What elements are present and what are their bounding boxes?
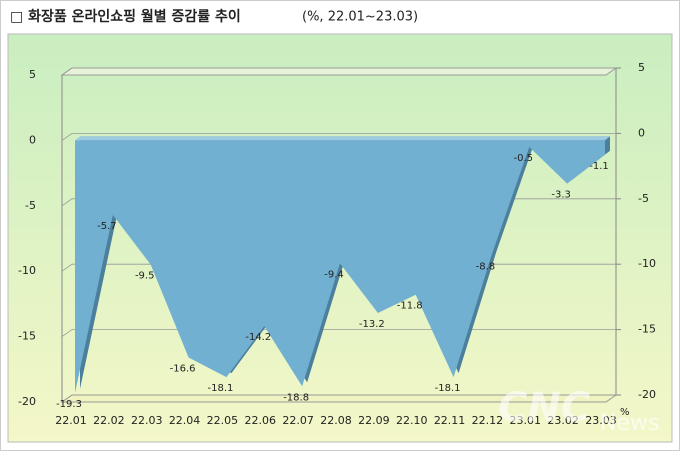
data-label: -13.2 (359, 319, 385, 330)
watermark: News (600, 411, 659, 436)
x-tick-label: 23.03 (585, 414, 617, 427)
x-tick-label: 22.04 (169, 414, 201, 427)
grid-line (61, 67, 616, 76)
y2-tick-label: 5 (638, 61, 645, 74)
x-tick-label: 22.06 (245, 414, 277, 427)
unit-label: % (620, 407, 630, 418)
data-label: -9.5 (135, 271, 155, 282)
data-label: -1.1 (589, 161, 609, 172)
data-label: -5.7 (97, 221, 117, 232)
data-label: -18.8 (283, 392, 309, 403)
x-tick-label: 22.07 (282, 414, 314, 427)
watermark: CNC (498, 385, 590, 431)
x-tick-label: 22.01 (55, 414, 87, 427)
data-label: -18.1 (207, 383, 233, 394)
y2-tick-label: -15 (638, 323, 656, 336)
y2-tick-label: -10 (638, 257, 656, 270)
x-tick-label: 22.12 (472, 414, 504, 427)
data-label: -11.8 (397, 301, 423, 312)
x-tick-label: 22.02 (93, 414, 125, 427)
y-tick-label: -5 (25, 199, 36, 212)
x-tick-label: 22.10 (396, 414, 428, 427)
x-tick-label: 22.05 (207, 414, 239, 427)
y2-tick-label: -5 (638, 192, 649, 205)
y-tick-label: 0 (29, 133, 36, 146)
wall-top (60, 67, 618, 76)
x-tick-label: 22.09 (358, 414, 390, 427)
y-tick-label: 5 (29, 68, 36, 81)
data-label: -16.6 (170, 364, 196, 375)
x-tick-label: 23.02 (547, 414, 579, 427)
data-label: -14.2 (245, 332, 271, 343)
data-label: -3.3 (551, 190, 571, 201)
y2-tick-label: -20 (638, 388, 656, 401)
chart-title: □ 화장품 온라인쇼핑 월별 증감률 추이 (10, 8, 241, 25)
chart-subtitle: (%, 22.01~23.03) (302, 10, 418, 25)
y2-tick-label: 0 (638, 126, 645, 139)
x-tick-label: 22.08 (320, 414, 352, 427)
area (75, 140, 605, 393)
x-tick-label: 23.01 (510, 414, 542, 427)
y-tick-label: -15 (18, 330, 36, 343)
data-label: -8.8 (476, 262, 496, 273)
data-label: -9.4 (324, 269, 344, 280)
data-label: -0.5 (514, 153, 534, 164)
grid-line (61, 132, 616, 141)
y-tick-label: -20 (18, 395, 36, 408)
data-label: -19.3 (56, 399, 82, 410)
x-tick-label: 22.03 (131, 414, 163, 427)
x-tick-label: 22.11 (434, 414, 466, 427)
area-top (75, 136, 610, 141)
y-tick-label: -10 (18, 264, 36, 277)
data-label: -18.1 (435, 383, 461, 394)
grid-line (61, 394, 616, 403)
